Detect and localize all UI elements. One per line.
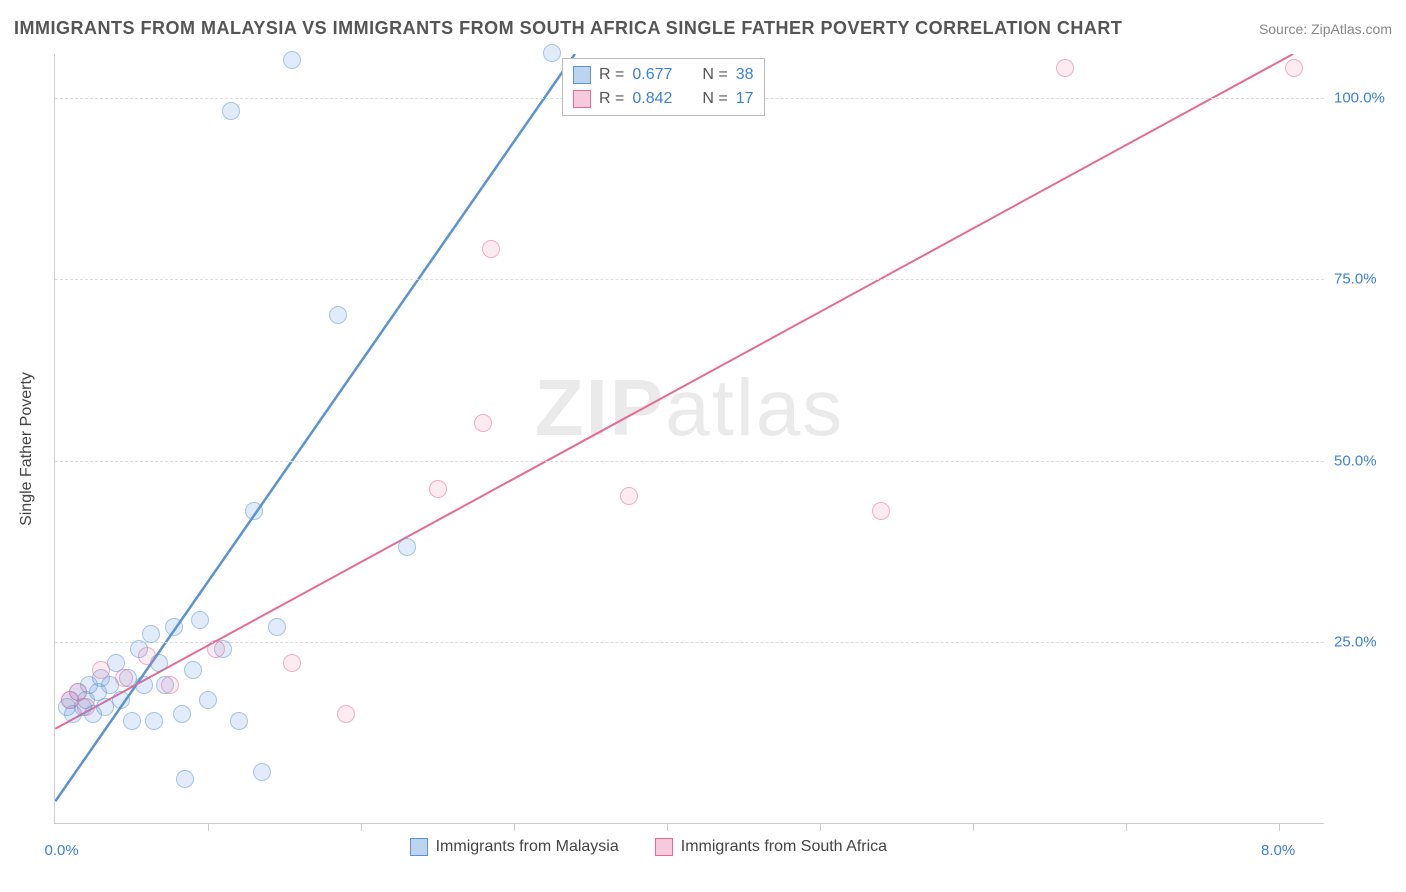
- marker-malaysia: [329, 306, 347, 324]
- swatch-malaysia-icon: [410, 838, 428, 856]
- n-label: N =: [702, 87, 727, 111]
- marker-malaysia: [135, 676, 153, 694]
- legend-row-malaysia: R = 0.677 N = 38: [573, 63, 754, 87]
- marker-malaysia: [398, 538, 416, 556]
- x-tick: [973, 823, 974, 831]
- r-value-southafrica: 0.842: [632, 87, 672, 111]
- gridline: [55, 279, 1324, 280]
- marker-malaysia: [245, 502, 263, 520]
- marker-malaysia: [543, 44, 561, 62]
- marker-southafrica: [337, 705, 355, 723]
- n-value-malaysia: 38: [736, 63, 754, 87]
- marker-malaysia: [268, 618, 286, 636]
- y-tick-label: 75.0%: [1334, 271, 1394, 288]
- marker-southafrica: [138, 647, 156, 665]
- x-tick: [667, 823, 668, 831]
- marker-southafrica: [429, 480, 447, 498]
- n-value-southafrica: 17: [736, 87, 754, 111]
- x-tick: [1126, 823, 1127, 831]
- x-tick: [361, 823, 362, 831]
- marker-southafrica: [1056, 59, 1074, 77]
- trendlines-svg: [55, 54, 1324, 823]
- r-label: R =: [599, 63, 624, 87]
- marker-southafrica: [620, 487, 638, 505]
- scatter-plot: ZIPatlas 25.0%50.0%75.0%100.0%: [54, 54, 1324, 824]
- y-tick-label: 50.0%: [1334, 452, 1394, 469]
- swatch-southafrica-icon: [573, 90, 591, 108]
- swatch-southafrica-icon: [655, 838, 673, 856]
- x-tick: [1279, 823, 1280, 831]
- x-tick: [514, 823, 515, 831]
- legend-label-malaysia: Immigrants from Malaysia: [436, 838, 619, 856]
- marker-malaysia: [165, 618, 183, 636]
- marker-malaysia: [145, 712, 163, 730]
- marker-malaysia: [230, 712, 248, 730]
- x-tick: [820, 823, 821, 831]
- legend-label-southafrica: Immigrants from South Africa: [681, 838, 887, 856]
- marker-malaysia: [112, 691, 130, 709]
- marker-southafrica: [92, 661, 110, 679]
- title-bar: IMMIGRANTS FROM MALAYSIA VS IMMIGRANTS F…: [14, 18, 1392, 39]
- gridline: [55, 642, 1324, 643]
- marker-southafrica: [872, 502, 890, 520]
- y-axis-title: Single Father Poverty: [18, 372, 36, 526]
- series-legend: Immigrants from Malaysia Immigrants from…: [410, 838, 887, 856]
- marker-malaysia: [199, 691, 217, 709]
- marker-malaysia: [142, 625, 160, 643]
- gridline: [55, 461, 1324, 462]
- marker-southafrica: [161, 676, 179, 694]
- marker-southafrica: [482, 240, 500, 258]
- marker-malaysia: [176, 770, 194, 788]
- marker-southafrica: [115, 669, 133, 687]
- marker-southafrica: [283, 654, 301, 672]
- marker-malaysia: [123, 712, 141, 730]
- marker-southafrica: [474, 414, 492, 432]
- swatch-malaysia-icon: [573, 66, 591, 84]
- marker-malaysia: [191, 611, 209, 629]
- marker-malaysia: [253, 763, 271, 781]
- x-tick: [208, 823, 209, 831]
- correlation-legend: R = 0.677 N = 38 R = 0.842 N = 17: [562, 58, 765, 116]
- y-tick-label: 100.0%: [1334, 89, 1394, 106]
- source-label: Source: ZipAtlas.com: [1259, 21, 1392, 37]
- n-label: N =: [702, 63, 727, 87]
- marker-southafrica: [1285, 59, 1303, 77]
- marker-malaysia: [283, 51, 301, 69]
- r-label: R =: [599, 87, 624, 111]
- y-tick-label: 25.0%: [1334, 634, 1394, 651]
- legend-item-malaysia: Immigrants from Malaysia: [410, 838, 619, 856]
- marker-malaysia: [222, 102, 240, 120]
- legend-row-southafrica: R = 0.842 N = 17: [573, 87, 754, 111]
- marker-southafrica: [207, 640, 225, 658]
- x-tick-label: 0.0%: [45, 842, 79, 859]
- r-value-malaysia: 0.677: [632, 63, 672, 87]
- marker-southafrica: [77, 698, 95, 716]
- legend-item-southafrica: Immigrants from South Africa: [655, 838, 887, 856]
- marker-malaysia: [173, 705, 191, 723]
- x-tick-label: 8.0%: [1261, 842, 1295, 859]
- chart-title: IMMIGRANTS FROM MALAYSIA VS IMMIGRANTS F…: [14, 18, 1122, 39]
- watermark-text: ZIPatlas: [535, 362, 844, 454]
- marker-malaysia: [184, 661, 202, 679]
